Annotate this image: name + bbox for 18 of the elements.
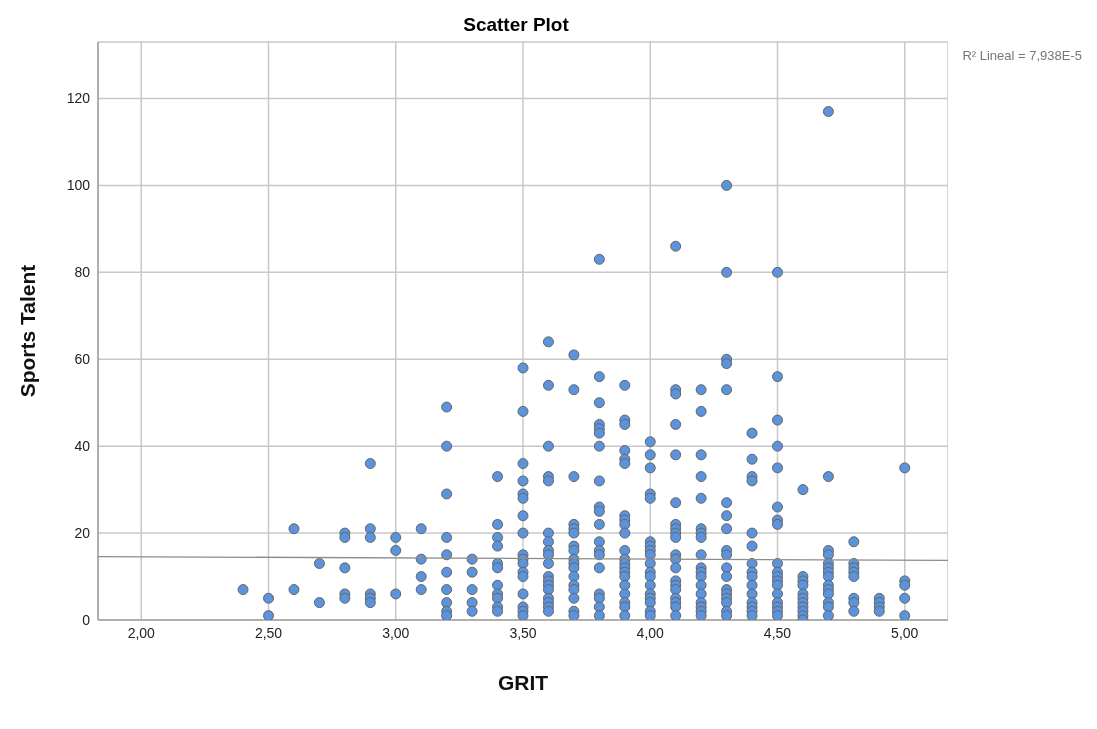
- x-tick-label: 4,50: [763, 624, 792, 641]
- y-axis-title: Sports Talent: [16, 264, 40, 398]
- y-tick-label: 120: [66, 90, 91, 107]
- x-axis-title: GRIT: [497, 671, 549, 694]
- y-tick-label: 80: [74, 264, 91, 281]
- x-tick-label: 5,00: [891, 624, 919, 641]
- chart-title: Scatter Plot: [462, 14, 570, 36]
- x-tick-label: 4,00: [636, 624, 665, 641]
- x-tick-label: 2,00: [127, 624, 156, 641]
- x-tick-label: 3,00: [382, 624, 410, 641]
- y-tick-label: 60: [74, 351, 91, 368]
- x-tick-label: 3,50: [509, 624, 537, 641]
- y-tick-label: 20: [74, 525, 91, 542]
- text: R² Lineal = 7,938E-5: [962, 48, 1082, 63]
- y-tick-label: 100: [66, 177, 91, 194]
- y-tick-label: 40: [74, 438, 91, 455]
- y-tick-label: 0: [82, 611, 91, 628]
- x-tick-label: 2,50: [254, 624, 283, 641]
